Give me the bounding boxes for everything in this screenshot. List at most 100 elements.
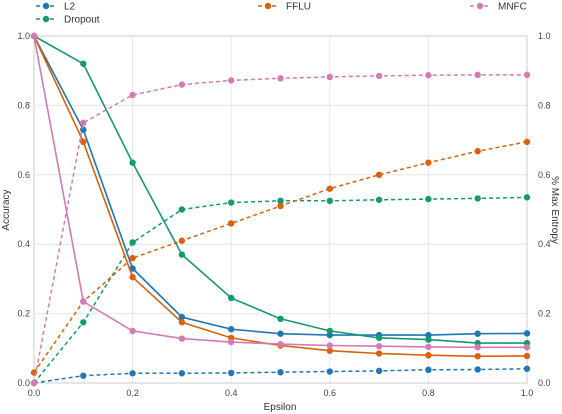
series-mnfc-entropy-point <box>80 119 87 126</box>
series-l2-entropy-point <box>474 366 481 373</box>
series-dropout-entropy-point <box>375 196 383 203</box>
series-mnfc-accuracy-point <box>523 344 531 351</box>
series-mnfc-entropy-point <box>30 379 38 387</box>
series-dropout-entropy-point <box>425 195 432 203</box>
series-fflu-accuracy-point <box>425 352 432 359</box>
series-dropout-accuracy-point <box>425 336 432 343</box>
series-fflu-entropy-point <box>277 202 284 210</box>
series-fflu-entropy-point <box>474 148 481 155</box>
series-dropout-accuracy-line <box>33 35 527 344</box>
legend-mnfc-marker <box>476 2 484 10</box>
y-left-tick-label: 0.0 <box>17 378 30 388</box>
series-dropout-accuracy-point <box>80 60 87 67</box>
series-l2-entropy-point <box>523 365 531 372</box>
series-dropout-entropy-point <box>228 199 235 206</box>
series-mnfc-entropy-point <box>277 75 284 82</box>
series-mnfc-accuracy-point <box>425 343 432 351</box>
series-mnfc-accuracy-point <box>129 327 136 335</box>
series-fflu-entropy-point <box>425 159 432 166</box>
series-l2-accuracy-point <box>425 331 432 339</box>
series-dropout-entropy-point <box>326 197 333 205</box>
series-l2-entropy-point <box>277 369 284 376</box>
series-fflu-accuracy-point <box>375 350 383 357</box>
y-left-tick-label: 0.4 <box>17 239 30 249</box>
series-mnfc-accuracy-point <box>277 340 284 348</box>
series-l2-entropy-point <box>178 370 186 377</box>
series-fflu-entropy-line <box>33 141 528 374</box>
y-left-ticks: 0.0 0.2 0.4 0.6 0.8 1.0 <box>17 31 30 388</box>
y-right-tick-label: 0.2 <box>538 309 551 319</box>
series-fflu-entropy-point <box>178 237 186 244</box>
series-l2-accuracy-point <box>178 313 186 321</box>
legend: L2 Dropout FFLU MNFC <box>36 2 527 26</box>
series-l2-entropy-point <box>228 369 235 377</box>
series-fflu-entropy-point <box>228 220 235 227</box>
series-fflu-accuracy-point <box>474 353 481 360</box>
series-fflu-entropy-point <box>129 254 136 262</box>
series-mnfc-entropy-point <box>375 72 383 80</box>
series-mnfc-entropy-point <box>474 71 481 79</box>
plot-area-frame <box>33 35 528 384</box>
series-l2-accuracy-point <box>523 330 531 337</box>
series-l2-entropy-point <box>326 368 333 375</box>
series-mnfc-accuracy-point <box>375 343 383 350</box>
series-fflu-accuracy-point <box>129 273 136 281</box>
series-fflu-accuracy-point <box>326 347 333 354</box>
series-fflu-accuracy-point <box>80 138 87 146</box>
series-dropout-entropy-point <box>474 195 481 202</box>
legend-fflu-marker <box>264 2 272 10</box>
series-mnfc-accuracy-point <box>80 298 87 305</box>
legend-dropout-marker <box>42 15 50 23</box>
series-l2-entropy-point <box>425 366 432 374</box>
legend-dropout-label: Dropout <box>64 15 100 26</box>
series-mnfc-entropy-point <box>523 71 531 79</box>
legend-l2-marker <box>42 2 50 10</box>
series-dropout-accuracy-point <box>129 159 136 166</box>
x-axis-label: Epsilon <box>264 402 297 413</box>
x-tick-label: 0.6 <box>324 388 337 398</box>
y-right-tick-label: 0.4 <box>538 239 551 249</box>
series-mnfc-accuracy-point <box>178 335 186 342</box>
series-l2-entropy-point <box>129 370 136 377</box>
series-dropout-accuracy-point <box>326 327 333 335</box>
legend-fflu-label: FFLU <box>286 2 311 13</box>
series-dropout-entropy-point <box>80 319 87 326</box>
series-mnfc-accuracy-point <box>228 338 235 346</box>
series-layer <box>30 32 531 387</box>
series-l2-accuracy-point <box>474 330 481 337</box>
x-tick-label: 0.0 <box>28 388 41 398</box>
series-mnfc-entropy-point <box>326 73 333 81</box>
y-left-tick-label: 0.6 <box>17 170 30 180</box>
y-left-tick-label: 1.0 <box>17 31 30 41</box>
series-dropout-entropy-point <box>129 239 136 246</box>
x-tick-label: 0.8 <box>422 388 435 398</box>
y-right-tick-label: 0.8 <box>538 100 551 110</box>
series-mnfc-entropy-point <box>129 91 136 99</box>
series-fflu-accuracy-point <box>523 352 531 360</box>
x-ticks: 0.0 0.2 0.4 0.6 0.8 1.0 <box>28 388 534 398</box>
series-mnfc-accuracy-point <box>30 32 38 40</box>
series-mnfc-entropy-point <box>228 77 235 84</box>
y-left-tick-label: 0.8 <box>17 100 30 110</box>
legend-mnfc-label: MNFC <box>498 2 527 13</box>
series-fflu-entropy-point <box>375 171 383 178</box>
series-mnfc-accuracy-point <box>474 344 481 351</box>
series-fflu-accuracy-point <box>178 319 186 326</box>
series-dropout-entropy-point <box>178 206 186 213</box>
series-l2-accuracy-point <box>277 330 284 337</box>
x-tick-label: 0.4 <box>225 388 238 398</box>
y-right-ticks: 0.0 0.2 0.4 0.6 0.8 1.0 <box>538 31 551 388</box>
y-axis-left-label: Accuracy <box>1 189 12 230</box>
y-right-tick-label: 1.0 <box>538 31 551 41</box>
legend-l2-label: L2 <box>64 2 76 13</box>
series-dropout-accuracy-point <box>375 334 383 342</box>
series-mnfc-accuracy-line <box>33 35 527 349</box>
y-axis-right-label: % Max Entropy <box>549 176 560 244</box>
y-right-tick-label: 0.6 <box>538 170 551 180</box>
series-fflu-entropy-point <box>523 138 531 146</box>
y-left-tick-label: 0.2 <box>17 309 30 319</box>
series-dropout-entropy-point <box>523 194 531 201</box>
series-fflu-entropy-point <box>326 185 333 192</box>
series-l2-accuracy-point <box>228 326 235 333</box>
